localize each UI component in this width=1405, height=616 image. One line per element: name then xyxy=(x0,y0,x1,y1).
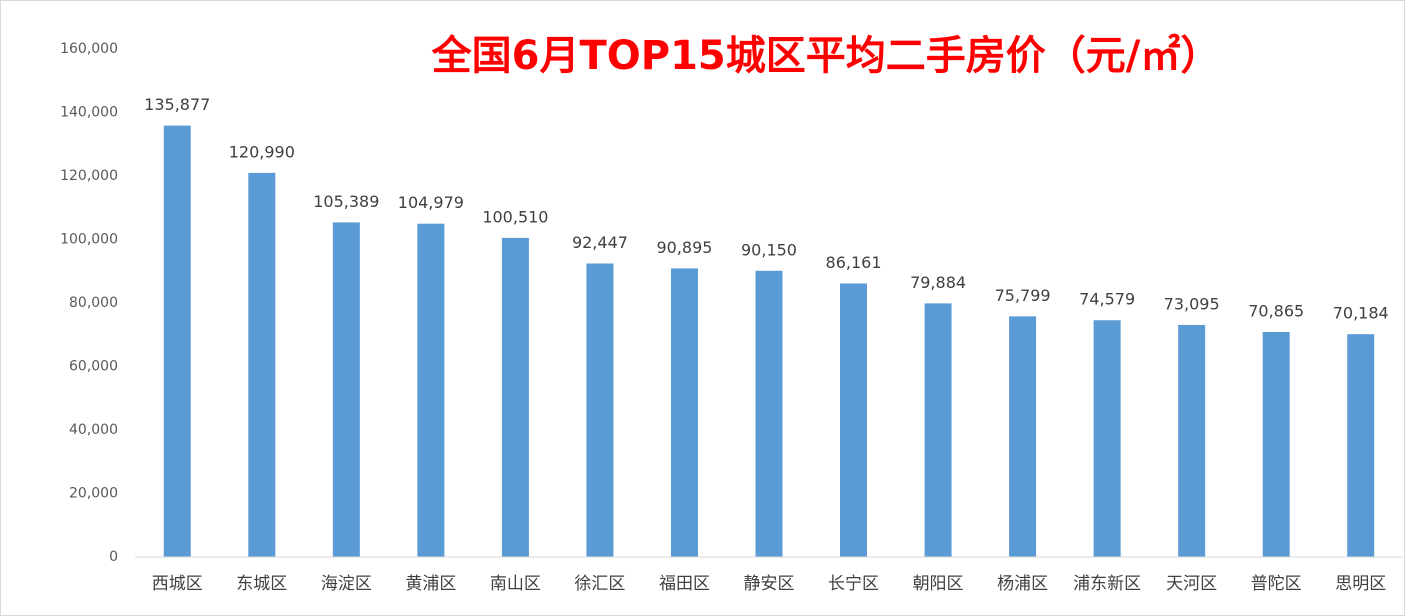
value-label: 70,184 xyxy=(1333,304,1389,323)
y-tick-label: 140,000 xyxy=(60,105,118,121)
x-tick-label: 西城区 xyxy=(152,574,203,594)
x-tick-label: 长宁区 xyxy=(828,574,879,594)
y-tick-label: 80,000 xyxy=(69,295,118,311)
x-tick-label: 浦东新区 xyxy=(1073,574,1141,594)
x-tick-label: 普陀区 xyxy=(1251,574,1302,594)
bar xyxy=(1093,320,1121,557)
bar xyxy=(670,268,698,557)
x-tick-label: 静安区 xyxy=(744,574,795,594)
y-tick-label: 0 xyxy=(109,549,118,565)
y-tick-label: 40,000 xyxy=(69,422,118,438)
y-tick-label: 60,000 xyxy=(69,359,118,375)
bar xyxy=(1009,316,1037,557)
y-tick-label: 120,000 xyxy=(60,168,118,184)
x-tick-label: 海淀区 xyxy=(321,574,372,594)
value-label: 105,389 xyxy=(313,192,379,211)
value-label: 75,799 xyxy=(995,286,1051,305)
bar xyxy=(1262,332,1290,557)
value-label: 74,579 xyxy=(1079,290,1135,309)
bar xyxy=(163,125,191,558)
bar xyxy=(840,283,868,557)
y-tick-label: 100,000 xyxy=(60,232,118,248)
bar xyxy=(1178,324,1206,557)
chart-title: 全国6月TOP15城区平均二手房价（元/㎡） xyxy=(431,33,1221,79)
x-tick-label: 朝阳区 xyxy=(913,574,964,594)
value-label: 86,161 xyxy=(826,253,882,272)
y-tick-label: 160,000 xyxy=(60,41,118,57)
value-label: 120,990 xyxy=(229,142,295,161)
bar xyxy=(501,237,529,558)
bar xyxy=(417,223,445,557)
value-label: 100,510 xyxy=(482,207,548,226)
x-tick-label: 天河区 xyxy=(1166,574,1217,594)
x-tick-label: 徐汇区 xyxy=(574,574,625,594)
x-tick-label: 杨浦区 xyxy=(997,574,1048,594)
bar xyxy=(248,172,276,557)
x-tick-label: 思明区 xyxy=(1335,574,1386,594)
value-label: 79,884 xyxy=(910,273,966,292)
y-tick-label: 20,000 xyxy=(69,486,118,502)
bar xyxy=(924,303,952,557)
x-tick-label: 黄浦区 xyxy=(405,574,456,594)
x-tick-label: 福田区 xyxy=(659,574,710,594)
bar xyxy=(586,263,614,557)
bar xyxy=(755,270,783,557)
value-label: 90,895 xyxy=(656,238,712,257)
value-label: 135,877 xyxy=(144,95,210,114)
value-label: 90,150 xyxy=(741,240,797,259)
x-tick-label: 东城区 xyxy=(236,574,287,594)
bar xyxy=(1347,334,1375,557)
bar xyxy=(332,222,360,557)
value-label: 73,095 xyxy=(1164,294,1220,313)
value-label: 70,865 xyxy=(1248,302,1304,321)
value-label: 104,979 xyxy=(398,193,464,212)
value-label: 92,447 xyxy=(572,233,628,252)
x-tick-label: 南山区 xyxy=(490,574,541,594)
